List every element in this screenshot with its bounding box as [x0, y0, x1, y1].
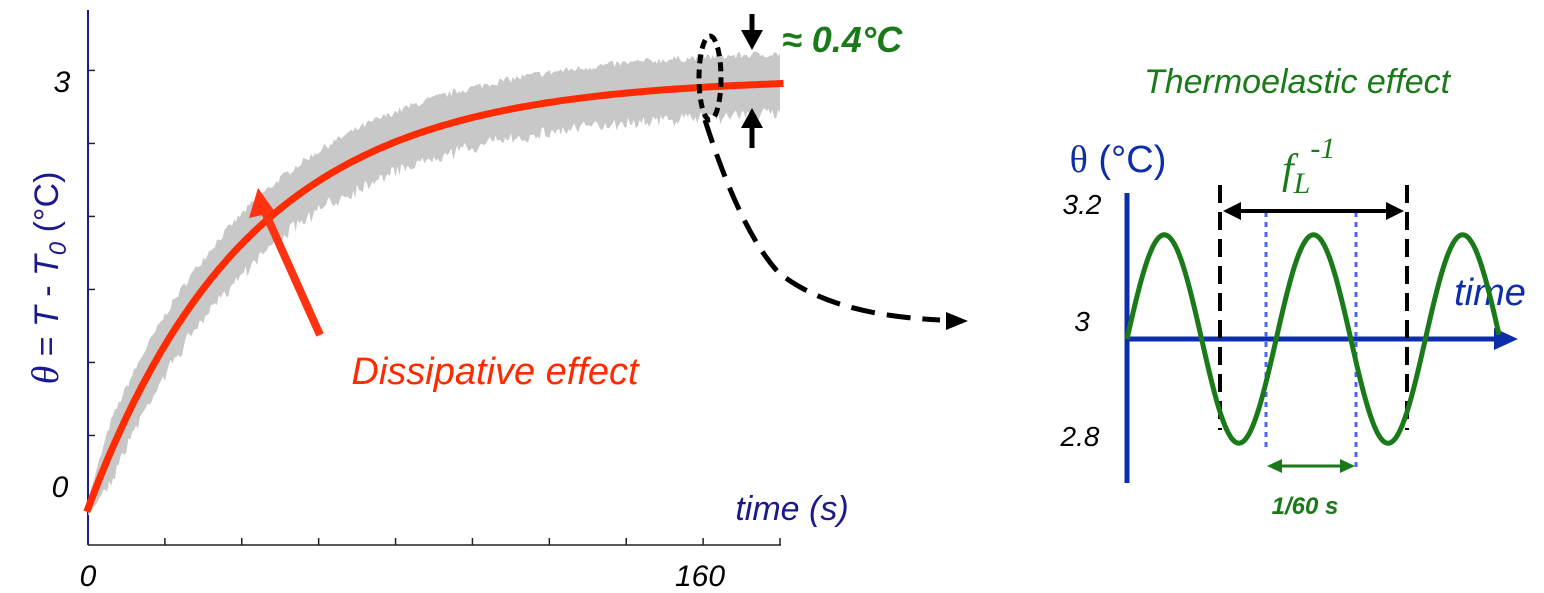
dissipative-arrow-shaft — [260, 208, 324, 337]
left-x-minor-ticks — [164, 538, 781, 545]
dissipative-fit-curve — [83, 79, 784, 514]
left-y-minor-ticks — [88, 69, 95, 437]
x-tick-label-160: 160 — [675, 560, 725, 593]
thermoelastic-title: Thermoelastic effect — [1144, 63, 1452, 101]
unit-text: (°C) — [28, 172, 66, 242]
T-symbol: T — [28, 304, 66, 327]
left-chart: 3 0 0 160 time (s) θ = T - T0 (°C) Dissi… — [25, 10, 968, 593]
y-tick-label-3: 3 — [54, 66, 71, 99]
amp-arrow-bottom-head — [741, 108, 763, 128]
y-tick-label-2.8: 2.8 — [1060, 421, 1100, 452]
right-y-axis-label: θ (°C) — [1070, 139, 1167, 181]
y-tick-label-0: 0 — [52, 471, 69, 504]
half-period-arrow-head-left — [1267, 459, 1282, 473]
theta-symbol: θ — [25, 366, 67, 385]
period-label-sub: L — [1293, 167, 1311, 200]
x-tick-label-0: 0 — [80, 560, 97, 593]
y-tick-label-3.2: 3.2 — [1063, 189, 1102, 220]
half-period-arrow-head-right — [1340, 459, 1355, 473]
thermoelastic-sine-wave — [1124, 232, 1502, 446]
period-arrow-head-right — [1386, 202, 1404, 220]
y-tick-label-3: 3 — [1074, 306, 1090, 337]
period-label-sup: -1 — [1310, 132, 1335, 165]
left-y-axis-label: θ = T - T0 (°C) — [25, 172, 72, 385]
zoom-ellipse — [696, 33, 724, 123]
zoom-connector-line — [702, 119, 941, 323]
minus-text: - — [28, 276, 66, 306]
zoom-connector-head — [946, 312, 968, 330]
amplitude-label: ≈ 0.4°C — [782, 19, 903, 60]
right-unit-text: (°C) — [1088, 139, 1167, 181]
right-chart: Thermoelastic effect θ (°C) 3.2 3 2.8 ti… — [1060, 63, 1526, 520]
left-x-axis-label: time (s) — [735, 490, 848, 528]
half-period-label: 1/60 s — [1272, 493, 1339, 520]
dissipative-effect-label: Dissipative effect — [351, 351, 640, 393]
T0-symbol: T — [28, 253, 66, 276]
amp-arrow-top-head — [741, 30, 763, 50]
period-label: fL-1 — [1282, 132, 1335, 200]
equals-text: = — [28, 327, 66, 366]
right-theta-symbol: θ — [1070, 139, 1088, 181]
period-arrow-head-left — [1223, 202, 1241, 220]
raw-signal-band — [88, 51, 780, 516]
T0-subscript: 0 — [45, 241, 72, 255]
